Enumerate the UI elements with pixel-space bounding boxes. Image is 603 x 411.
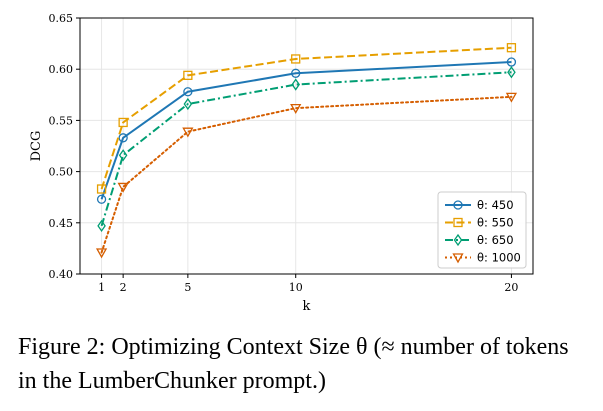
series-line (100, 46, 512, 190)
data-point-marker (95, 248, 108, 259)
legend-marker (453, 233, 463, 247)
legend-label: θ: 550 (477, 216, 514, 230)
legend-marker (452, 253, 464, 264)
y-axis-label: DCG (29, 131, 44, 162)
series-3 (97, 66, 516, 233)
legend-marker (453, 200, 463, 210)
data-point-marker (290, 103, 302, 114)
y-tick-label: 0.60 (49, 63, 74, 76)
x-tick-label: 5 (184, 281, 191, 294)
y-tick-label: 0.40 (49, 268, 74, 281)
data-point-marker (183, 87, 193, 97)
data-point-marker (96, 194, 107, 204)
legend-label: θ: 1000 (477, 251, 521, 265)
x-tick-label: 1 (98, 281, 105, 294)
legend-item: θ: 450 (445, 198, 514, 212)
figure-caption: Figure 2: Optimizing Context Size θ (≈ n… (18, 334, 569, 394)
series-layer (95, 43, 518, 259)
data-point-marker (507, 66, 516, 79)
data-point-marker (291, 54, 301, 64)
series-4 (95, 92, 518, 259)
legend-item: θ: 1000 (445, 251, 521, 265)
data-point-marker (506, 57, 517, 67)
plot-frame (79, 17, 534, 275)
data-point-marker (291, 78, 301, 91)
data-point-marker (183, 97, 193, 111)
data-point-marker (97, 219, 106, 233)
series-line (100, 71, 512, 227)
legend-item: θ: 650 (445, 233, 514, 247)
axis-ticks: 0.40 0.45 0.50 0.55 0.60 0.65 1 2 5 10 20 (49, 12, 519, 294)
legend-label: θ: 650 (477, 233, 514, 247)
y-tick-label: 0.65 (49, 12, 74, 25)
y-tick-label: 0.50 (49, 166, 74, 179)
data-point-marker (118, 133, 128, 143)
x-tick-label: 20 (504, 281, 518, 294)
data-point-marker (182, 127, 194, 138)
dcg-line-chart: 0.40 0.45 0.50 0.55 0.60 0.65 1 2 5 10 20 k DCG θ:… (29, 12, 534, 314)
data-point-marker (505, 92, 518, 103)
x-axis-label: k (303, 299, 311, 314)
data-point-marker (96, 184, 107, 194)
legend-box (437, 191, 527, 269)
y-tick-label: 0.45 (49, 217, 74, 230)
series-2 (96, 43, 517, 194)
legend-item: θ: 550 (445, 216, 514, 230)
data-point-marker (118, 117, 128, 128)
series-1 (96, 57, 517, 204)
data-point-marker (291, 68, 301, 78)
series-line (100, 95, 513, 254)
y-tick-label: 0.55 (49, 114, 74, 127)
series-line (100, 61, 512, 200)
data-point-marker (183, 70, 193, 80)
legend-marker (453, 217, 463, 228)
data-point-marker (117, 182, 129, 193)
legend: θ: 450 θ: 550 θ: 650 θ: 1000 (437, 191, 527, 269)
data-point-marker (506, 43, 517, 53)
x-tick-label: 10 (289, 281, 303, 294)
legend-label: θ: 450 (477, 198, 514, 212)
x-tick-label: 2 (120, 281, 127, 294)
data-point-marker (118, 149, 128, 162)
